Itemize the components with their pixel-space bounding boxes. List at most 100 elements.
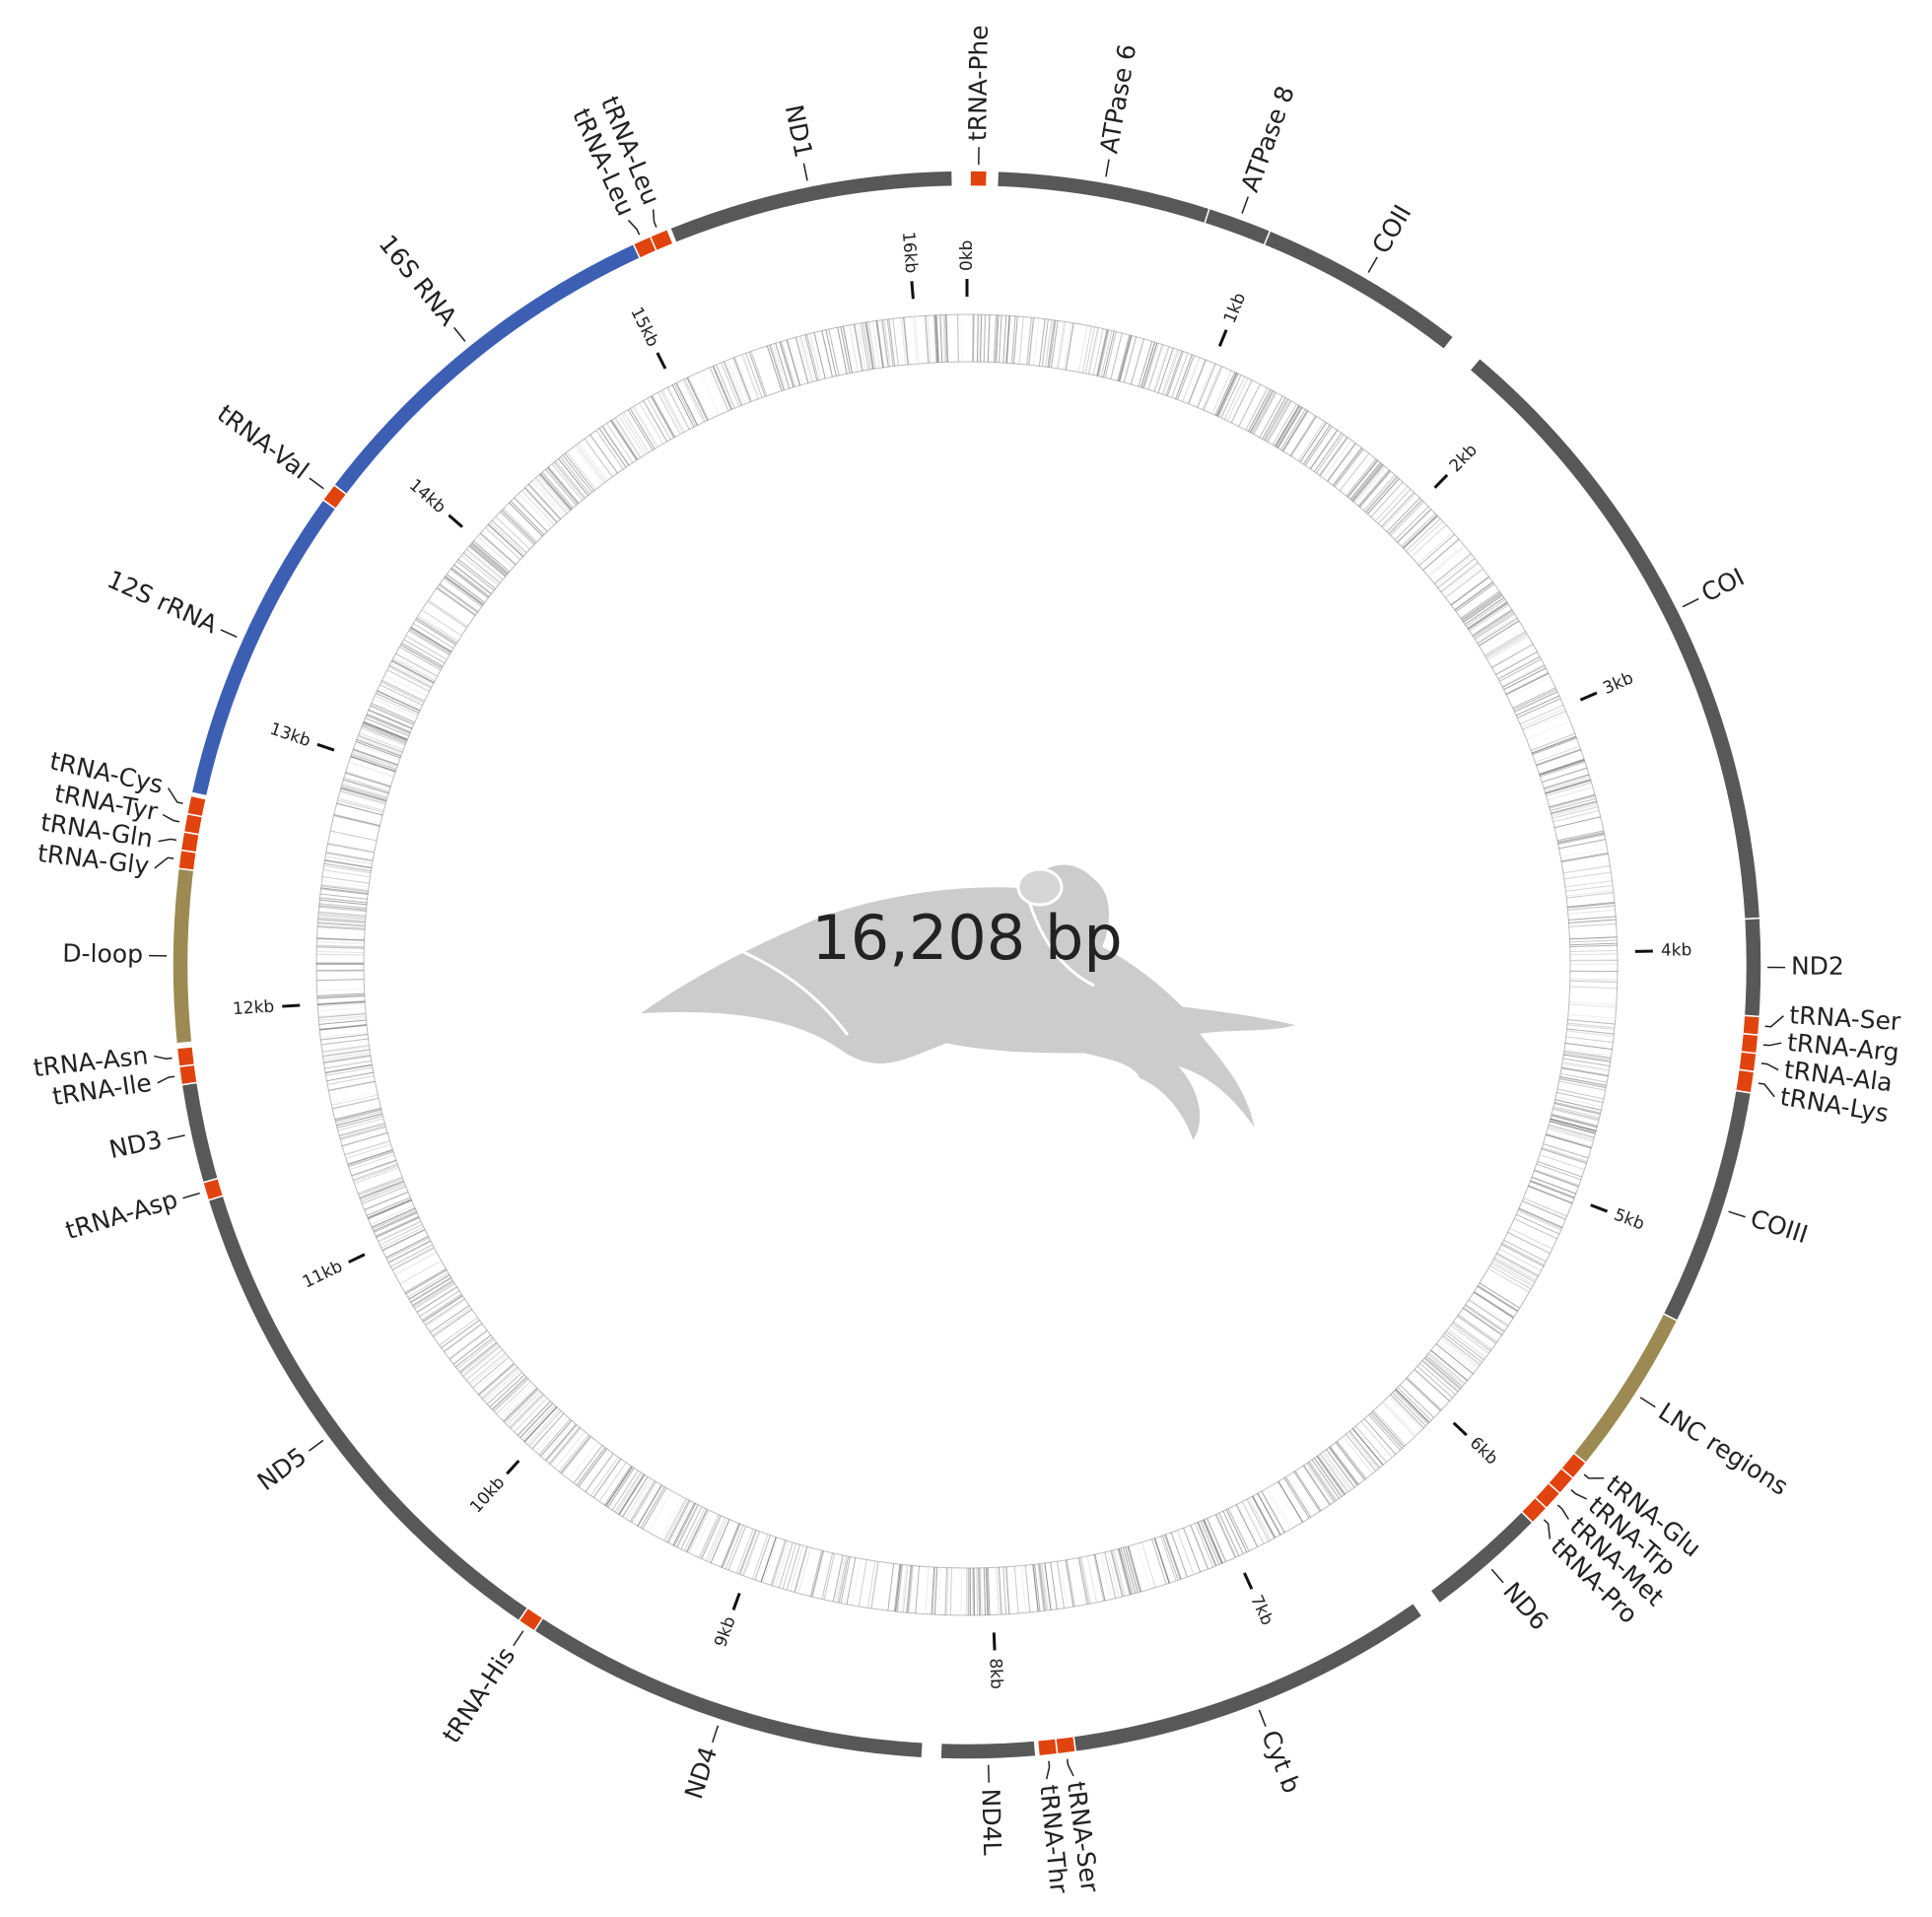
gc-line (317, 913, 366, 919)
gc-line (351, 1159, 397, 1177)
gc-line (1293, 1471, 1321, 1512)
gc-line (336, 1116, 383, 1130)
gc-line (598, 428, 627, 468)
gc-line (1206, 1518, 1226, 1562)
gc-line (1433, 553, 1472, 584)
gc-line (997, 1567, 1000, 1615)
gc-line (780, 341, 795, 387)
gc-line (316, 953, 365, 956)
gc-line (1563, 1054, 1611, 1062)
gc-line (541, 471, 575, 509)
gc-line (538, 474, 572, 512)
gc-line (656, 392, 681, 435)
gc-line (381, 679, 425, 702)
gc-line (325, 1064, 373, 1073)
gc-line (1549, 795, 1596, 809)
gc-line (316, 945, 365, 948)
tick-mark (1590, 1203, 1609, 1213)
gc-line (837, 327, 848, 375)
gc-line (868, 321, 877, 370)
gc-line (361, 727, 406, 746)
gc-line (1190, 1525, 1209, 1569)
gc-line (1346, 458, 1377, 497)
gc-line (376, 691, 420, 713)
gc-line (1080, 1556, 1091, 1605)
gc-line (1040, 1563, 1048, 1611)
gc-line (838, 1555, 850, 1604)
gc-line (1117, 334, 1131, 381)
gc-line (1316, 1456, 1346, 1495)
gc-line (459, 1342, 498, 1373)
gc-line (399, 1260, 442, 1285)
gc-line (343, 779, 389, 794)
gc-line (864, 322, 873, 370)
gc-line (605, 1466, 633, 1507)
gc-line (1359, 470, 1392, 508)
feature-arc (185, 794, 208, 818)
gc-line (1430, 1349, 1469, 1382)
gc-line (750, 351, 768, 396)
gc-line (723, 1524, 741, 1569)
tick-mark (1243, 1572, 1254, 1590)
gc-line (318, 1012, 366, 1018)
gc-line (1406, 1378, 1441, 1411)
feature-arc (1737, 1051, 1758, 1073)
gc-line (1358, 469, 1390, 507)
feature-label: ND1 (780, 103, 818, 161)
gc-line (1238, 383, 1261, 427)
gc-line (1550, 797, 1597, 811)
gc-line (1063, 322, 1072, 371)
gc-line (1368, 1414, 1401, 1451)
gc-line (1539, 759, 1585, 776)
gc-line (353, 1165, 399, 1183)
gc-line (676, 1504, 700, 1548)
gc-line (1569, 939, 1618, 943)
gc-line (383, 674, 428, 697)
gc-line (549, 1427, 582, 1466)
gc-line (976, 314, 979, 363)
gc-line (1557, 834, 1605, 845)
gc-line (330, 830, 378, 842)
gc-line (1543, 1142, 1589, 1158)
gc-line (1390, 501, 1424, 536)
gc-line (1154, 1538, 1171, 1584)
gc-line (345, 771, 391, 787)
gc-line (1560, 848, 1608, 857)
gc-line (316, 944, 365, 948)
label-connector (154, 1055, 172, 1060)
gc-line (1037, 1563, 1044, 1611)
gc-line (1539, 1154, 1585, 1171)
gc-line (709, 367, 729, 412)
gc-line (811, 1550, 825, 1598)
tick-label: 10kb (466, 1473, 509, 1518)
gc-line (546, 1424, 579, 1463)
gc-line (443, 578, 482, 607)
gc-line (1453, 1321, 1492, 1350)
gc-line (514, 1398, 548, 1433)
gc-line (733, 357, 752, 402)
gc-line (1419, 1362, 1456, 1396)
gc-line (860, 322, 869, 371)
gc-line (361, 725, 406, 744)
gc-line (1347, 1431, 1379, 1470)
gc-line (999, 314, 1002, 363)
gc-line (415, 618, 457, 645)
gc-line (357, 736, 403, 754)
gc-line (1491, 1261, 1535, 1285)
tick-mark (506, 1459, 520, 1475)
gc-line (450, 568, 489, 598)
gc-line (1065, 1559, 1074, 1608)
gc-line (977, 314, 980, 363)
gc-line (578, 1448, 607, 1487)
gc-line (452, 565, 492, 595)
gc-line (558, 1434, 589, 1472)
gc-line (673, 383, 697, 427)
tick-label: 16kb (898, 231, 921, 274)
gc-line (906, 1565, 912, 1613)
gc-line (1568, 921, 1617, 926)
gc-line (1397, 509, 1432, 543)
label-connector (162, 813, 180, 823)
gc-line (1164, 1535, 1181, 1580)
gc-line (335, 1109, 381, 1122)
gc-line (1182, 357, 1201, 402)
